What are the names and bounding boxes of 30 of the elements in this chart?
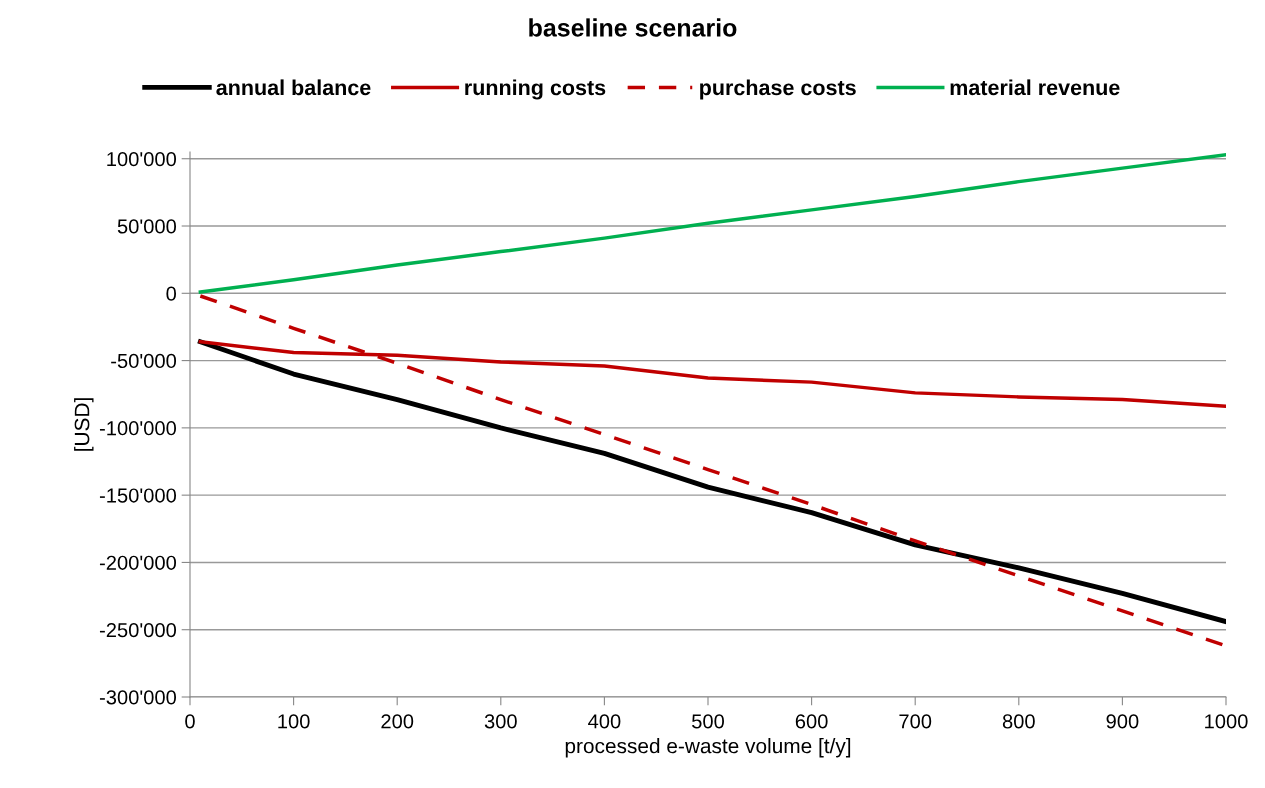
y-tick-label: -200'000: [99, 555, 177, 570]
x-tick-label: 300: [484, 714, 517, 729]
y-tick-label: -250'000: [99, 622, 177, 638]
x-tick-label: 900: [1106, 714, 1139, 729]
y-tick-label: 100'000: [107, 151, 177, 167]
legend-label: annual balance: [216, 79, 371, 96]
legend-label: material revenue: [950, 79, 1120, 96]
legend-label: running costs: [465, 79, 606, 100]
x-tick-label: 100: [278, 714, 310, 729]
x-tick-label: 600: [795, 714, 828, 729]
y-tick-label: -300'000: [99, 690, 177, 705]
x-tick-label: 700: [899, 714, 932, 729]
y-tick-label: 0: [166, 286, 177, 301]
x-axis-title: processed e-waste volume [t/y]: [565, 738, 851, 758]
x-tick-label: 500: [692, 714, 725, 729]
y-tick-label: -50'000: [111, 353, 177, 369]
line-series: [197, 339, 1226, 625]
x-tick-label: 200: [381, 714, 414, 729]
y-tick-label: 50'000: [117, 219, 177, 234]
chart-title: baseline scenario: [529, 18, 737, 37]
line-series: [198, 152, 1226, 294]
y-axis-title: [USD]: [74, 398, 94, 451]
y-tick-label: -150'000: [99, 488, 177, 503]
x-tick-label: 1000: [1205, 714, 1248, 729]
line-series: [198, 294, 1226, 648]
x-tick-label: 0: [185, 714, 195, 729]
legend-label: purchase costs: [700, 79, 856, 100]
x-tick-label: 400: [588, 714, 621, 729]
y-tick-label: -100'000: [99, 421, 177, 436]
x-tick-label: 800: [1002, 714, 1035, 729]
